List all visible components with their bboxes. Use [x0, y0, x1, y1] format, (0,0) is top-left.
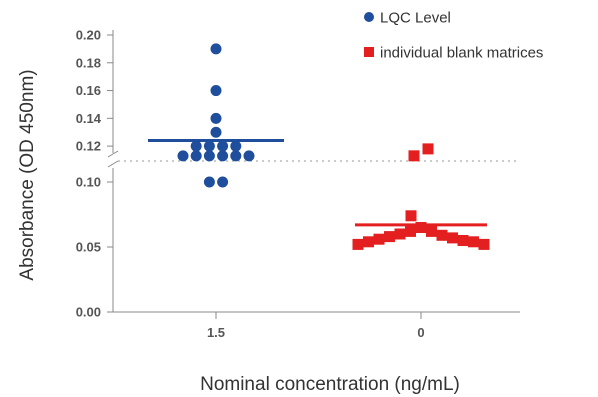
lqc-point — [210, 112, 222, 124]
blank-point — [363, 236, 374, 248]
blank-point — [422, 143, 434, 155]
axis-break-mark — [107, 160, 119, 168]
blank-point — [394, 228, 406, 240]
blank-point — [384, 231, 395, 243]
legend-marker-square — [364, 47, 374, 57]
lqc-point — [203, 140, 215, 152]
lqc-point — [177, 150, 189, 162]
lqc-point — [230, 150, 242, 162]
y-tick-label: 0.00 — [76, 305, 101, 320]
blank-point — [447, 232, 458, 244]
blank-point — [373, 233, 385, 245]
blank-point — [436, 229, 448, 241]
lqc-point — [190, 140, 202, 152]
lqc-point — [243, 150, 255, 162]
blank-point — [478, 238, 490, 250]
legend-marker-circle — [364, 12, 374, 22]
legend-label: LQC Level — [380, 10, 451, 27]
y-tick-label: 0.10 — [76, 175, 101, 190]
blank-point — [457, 235, 469, 246]
blank-point — [405, 225, 416, 237]
y-tick-label: 0.14 — [76, 111, 102, 126]
blank-point — [468, 236, 479, 248]
blank-point — [405, 210, 417, 222]
lqc-point — [230, 140, 242, 152]
legend-label: individual blank matrices — [380, 45, 543, 62]
lqc-point — [217, 176, 229, 188]
x-tick-label: 1.5 — [207, 325, 225, 340]
y-tick-label: 0.18 — [76, 55, 101, 70]
lqc-point — [203, 150, 215, 162]
blank-point — [426, 225, 437, 237]
y-tick-label: 0.20 — [76, 28, 101, 43]
lqc-point — [203, 176, 215, 188]
blank-point — [352, 238, 364, 250]
blank-point — [415, 222, 427, 233]
lqc-point — [210, 85, 222, 97]
lqc-point — [190, 150, 202, 162]
y-tick-label: 0.12 — [76, 139, 101, 154]
y-tick-label: 0.05 — [76, 240, 101, 255]
axis-break-mark — [107, 150, 119, 158]
lqc-point — [217, 140, 229, 152]
lqc-point — [210, 43, 222, 55]
y-tick-label: 0.16 — [76, 83, 101, 98]
x-tick-label: 0 — [417, 325, 424, 340]
y-axis-title: Absorbance (OD 450nm) — [17, 69, 38, 280]
blank-point — [408, 150, 420, 162]
x-axis-title: Nominal concentration (ng/mL) — [200, 374, 460, 395]
lqc-point — [217, 150, 229, 162]
lqc-point — [210, 126, 222, 138]
